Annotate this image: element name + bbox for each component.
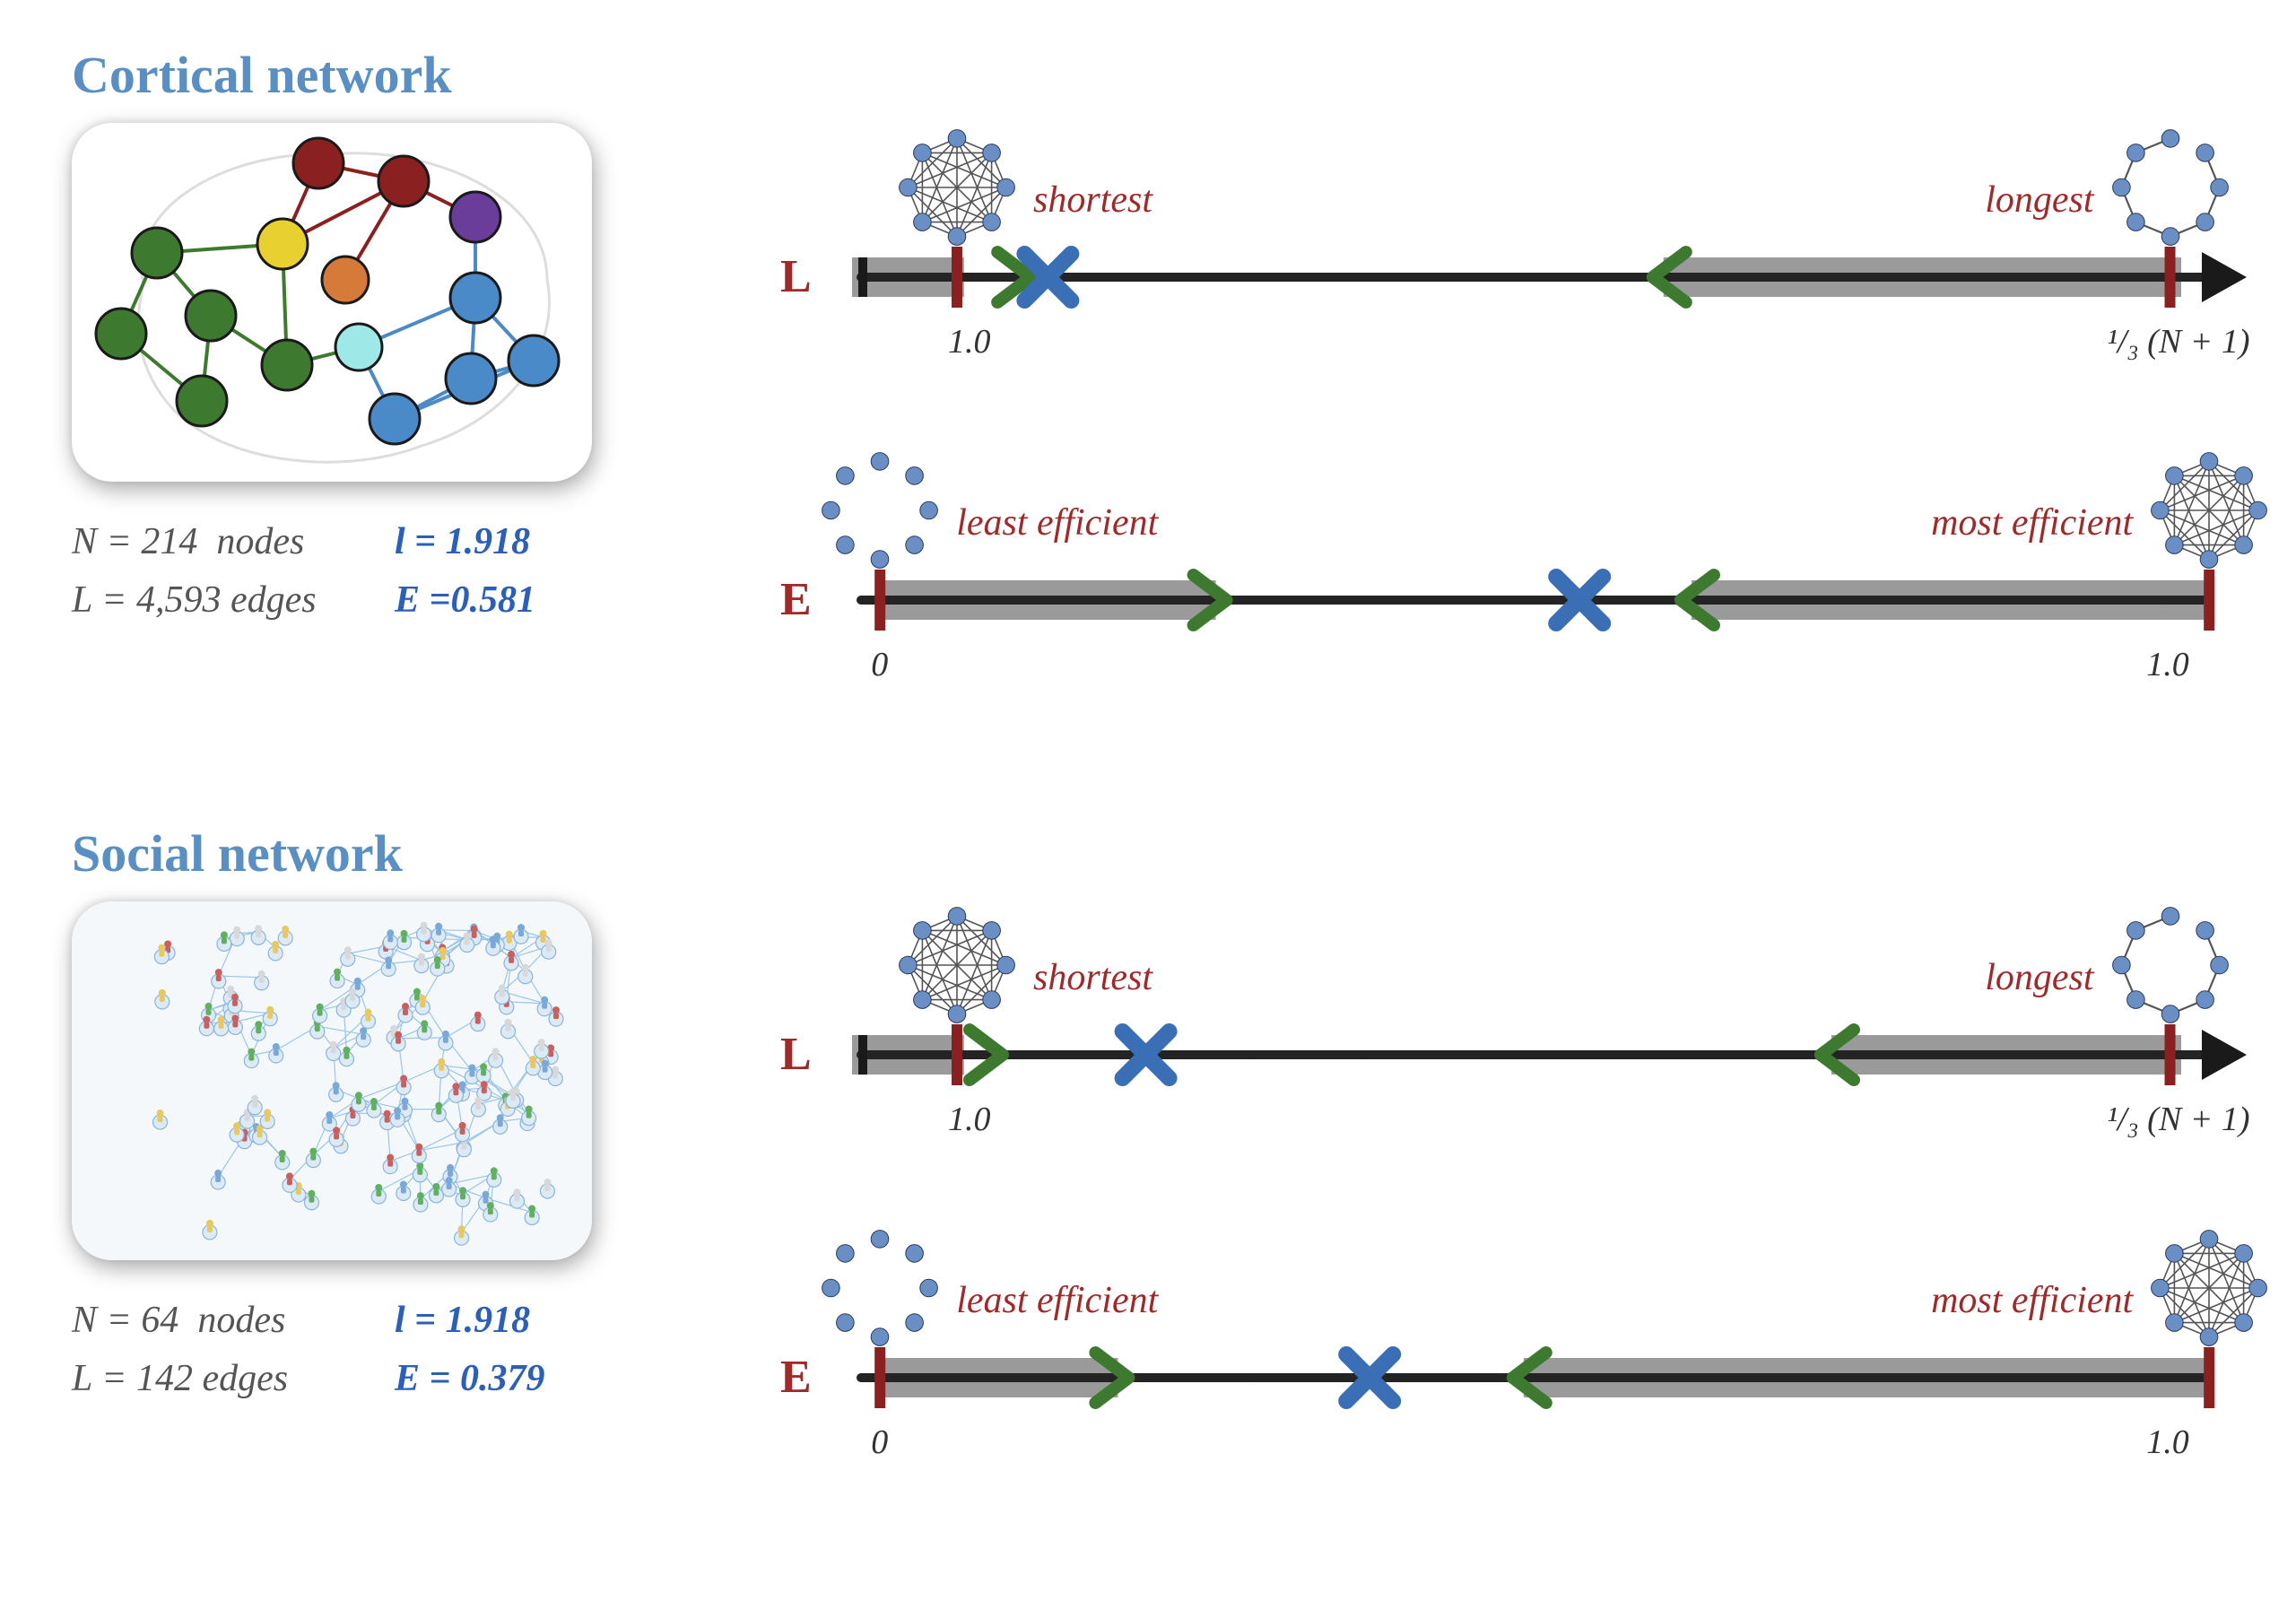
axis-letter: L	[780, 1028, 812, 1081]
network-card	[72, 901, 592, 1260]
axis-E: Eleast efficient most efficient 0 1.0	[780, 457, 2296, 699]
stat-E: E = 0.379	[395, 1350, 544, 1408]
axis-line-svg	[852, 560, 2251, 640]
axis-line-svg	[852, 1014, 2251, 1095]
end-label-left: shortest	[1033, 178, 1152, 222]
axis-E: Eleast efficient most efficient 0 1.0	[780, 1234, 2296, 1476]
tick-label-left: 0	[871, 645, 888, 684]
stats-block: N = 64 nodesl = 1.918L = 142 edgesE = 0.…	[72, 1292, 726, 1408]
panel-title: Social network	[72, 823, 726, 883]
tick-label-left: 1.0	[948, 1100, 991, 1139]
tick-label-right: 1.0	[2146, 1423, 2189, 1462]
tick-label-right: ¹/₃ (N + 1)	[2108, 1100, 2250, 1139]
stats-block: N = 214 nodesl = 1.918L = 4,593 edgesE =…	[72, 513, 726, 630]
right-panel-0: Lshortest longest 1.0 ¹/₃ (N + 1) Eleast eff…	[780, 45, 2296, 788]
left-panel-1: Social network N = 64 nodesl = 1.918L = 1…	[45, 823, 726, 1566]
complete-graph-icon	[2146, 448, 2272, 573]
axis-letter: E	[780, 573, 812, 626]
tick-label-right: ¹/₃ (N + 1)	[2108, 322, 2250, 361]
complete-graph-icon	[894, 125, 1020, 250]
stat-E: E =0.581	[395, 571, 535, 630]
panel-title: Cortical network	[72, 45, 726, 105]
end-label-left: least efficient	[956, 1279, 1158, 1322]
stat-l: l = 1.918	[395, 513, 530, 571]
stat-L: L = 142 edges	[72, 1350, 395, 1408]
dots-graph-icon	[817, 1225, 943, 1351]
stat-L: L = 4,593 edges	[72, 571, 395, 630]
end-label-right: longest	[1985, 956, 2093, 999]
end-label-right: longest	[1985, 178, 2093, 222]
axis-line-svg	[852, 1337, 2251, 1418]
axis-L: Lshortest longest 1.0 ¹/₃ (N + 1)	[780, 911, 2296, 1153]
tick-label-left: 1.0	[948, 322, 991, 361]
end-label-right: most efficient	[1931, 501, 2133, 544]
complete-graph-icon	[894, 902, 1020, 1028]
stat-N: N = 64 nodes	[72, 1292, 395, 1350]
axis-L: Lshortest longest 1.0 ¹/₃ (N + 1)	[780, 134, 2296, 376]
brain-network-svg	[72, 123, 592, 482]
axis-letter: L	[780, 250, 812, 303]
left-panel-0: Cortical network N = 214 nodesl = 1.918L …	[45, 45, 726, 788]
stat-N: N = 214 nodes	[72, 513, 395, 571]
right-panel-1: Lshortest longest 1.0 ¹/₃ (N + 1) Eleast eff…	[780, 823, 2296, 1566]
end-label-left: shortest	[1033, 956, 1152, 999]
axis-letter: E	[780, 1351, 812, 1404]
dots-graph-icon	[817, 448, 943, 573]
stat-l: l = 1.918	[395, 1292, 530, 1350]
end-label-left: least efficient	[956, 501, 1158, 544]
tick-label-right: 1.0	[2146, 645, 2189, 684]
end-label-right: most efficient	[1931, 1279, 2133, 1322]
axis-line-svg	[852, 237, 2251, 318]
tick-label-left: 0	[871, 1423, 888, 1462]
ring-graph-icon	[2108, 125, 2233, 250]
ring-graph-icon	[2108, 902, 2233, 1028]
social-network-svg	[72, 901, 592, 1260]
network-card	[72, 123, 592, 482]
complete-graph-icon	[2146, 1225, 2272, 1351]
